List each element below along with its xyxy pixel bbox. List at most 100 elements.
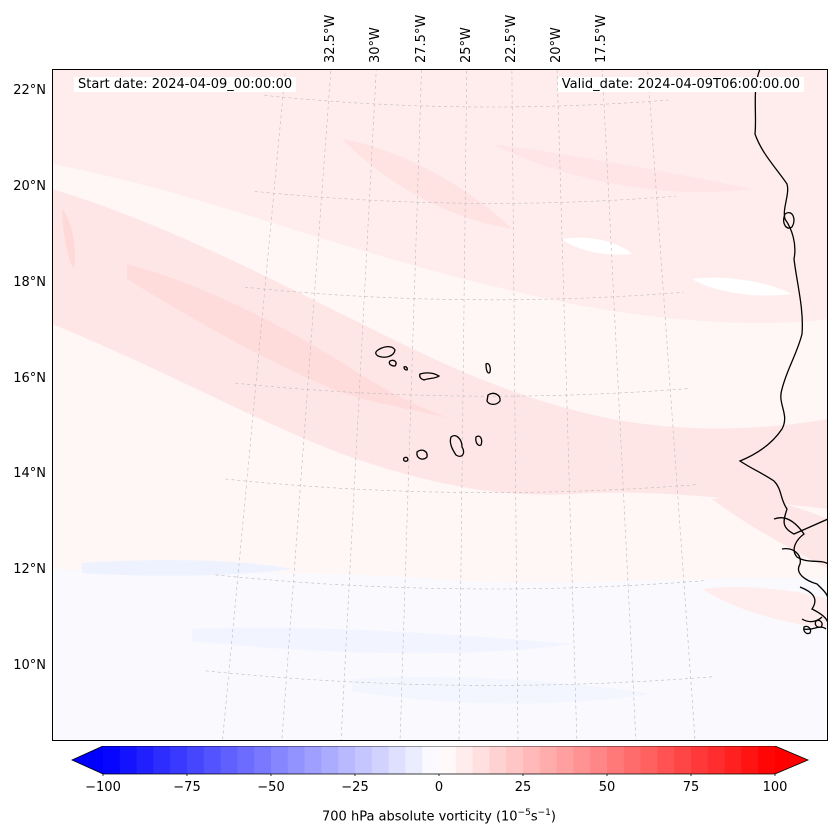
colorbar-segment xyxy=(304,746,322,774)
colorbar-extend-high xyxy=(775,746,808,774)
colorbar-segment xyxy=(758,746,776,774)
latitude-tick-label: 18°N xyxy=(13,274,46,290)
island-santa-luzia xyxy=(403,366,408,371)
coastline-detail xyxy=(781,548,828,600)
colorbar-segment xyxy=(657,746,675,774)
bissagos-islands xyxy=(803,625,812,635)
longitude-tick-label: 17.5°W xyxy=(594,14,610,63)
colorbar-segment xyxy=(640,746,658,774)
meridian-gridline xyxy=(647,69,696,741)
latitude-tick-label: 16°N xyxy=(13,370,46,386)
colorbar-tick-label: −25 xyxy=(341,780,369,795)
valid-date-label: Valid_date: 2024-04-09T06:00:00.00 xyxy=(557,77,804,92)
graticule xyxy=(205,69,714,741)
colorbar-tick-label: 25 xyxy=(514,780,532,795)
negative-vorticity-patch xyxy=(352,676,652,704)
colorbar-segment xyxy=(691,746,709,774)
parallel-gridline xyxy=(264,95,669,108)
colorbar-segment xyxy=(556,746,574,774)
colorbar-segment xyxy=(103,746,121,774)
colorbar-tick-label: −50 xyxy=(257,780,285,795)
colorbar-segment xyxy=(472,746,490,774)
colorbar-segment xyxy=(254,746,272,774)
island-maio xyxy=(475,435,483,447)
colorbar-segment xyxy=(136,746,154,774)
colorbar-segment xyxy=(506,746,524,774)
colorbar-tick-label: 50 xyxy=(598,780,616,795)
colorbar-segment xyxy=(237,746,255,774)
colorbar-tick-label: 100 xyxy=(762,780,788,795)
west-africa-coastline xyxy=(738,69,828,535)
colorbar-segment xyxy=(170,746,188,774)
island-santo-antao xyxy=(375,345,396,358)
colorbar-segment xyxy=(187,746,205,774)
latitude-tick-label: 22°N xyxy=(13,83,46,99)
colorbar-segment xyxy=(119,746,138,774)
colorbar-segment xyxy=(338,746,356,774)
white-gap xyxy=(692,277,792,296)
meridian-gridline xyxy=(399,69,422,741)
colorbar-segment xyxy=(321,746,339,774)
map-panel xyxy=(52,69,828,741)
positive-vorticity-core xyxy=(712,497,828,569)
colorbar-segment xyxy=(455,746,474,774)
longitude-tick-label: 32.5°W xyxy=(322,14,338,63)
parallel-gridline xyxy=(205,670,714,686)
island-sao-nicolau xyxy=(419,372,441,381)
meridian-gridline xyxy=(222,69,286,741)
colorbar-label: 700 hPa absolute vorticity (10−5s−1) xyxy=(322,808,556,825)
coastline-detail xyxy=(773,517,828,565)
latitude-tick-label: 12°N xyxy=(13,562,46,578)
colorbar-tick-label: 0 xyxy=(434,780,444,795)
colorbar-segment xyxy=(573,746,591,774)
map-frame xyxy=(52,69,828,741)
colorbar-segment xyxy=(388,746,406,774)
island-boa-vista xyxy=(486,392,501,406)
white-gap xyxy=(562,237,632,255)
colorbar-segment xyxy=(724,746,742,774)
colorbar-segment xyxy=(355,746,373,774)
colorbar-segment xyxy=(674,746,692,774)
start-date-label: Start date: 2024-04-09_00:00:00 xyxy=(74,77,297,92)
meridian-gridline xyxy=(511,69,519,741)
bissagos-islands xyxy=(814,619,823,628)
parallel-gridline xyxy=(225,478,699,493)
meridian-gridline xyxy=(281,69,332,741)
meridian-gridline xyxy=(458,69,468,741)
island-brava xyxy=(402,456,409,462)
coastline-detail xyxy=(801,616,823,623)
coastline-detail xyxy=(803,626,827,631)
island-sao-vicente xyxy=(388,359,397,367)
positive-vorticity-band xyxy=(52,189,828,509)
meridian-gridline xyxy=(601,69,637,741)
cape-verde-islands xyxy=(375,345,501,462)
colorbar-extend-low xyxy=(72,746,103,774)
colorbar-segment xyxy=(371,746,390,774)
colorbar-segment xyxy=(203,746,222,774)
dakar-peninsula xyxy=(783,212,795,229)
coastline-detail xyxy=(799,586,828,625)
positive-vorticity-core xyxy=(62,209,75,269)
colorbar-segment xyxy=(707,746,726,774)
colorbar-segment xyxy=(405,746,423,774)
colorbar-segment xyxy=(523,746,541,774)
colorbar-segment xyxy=(489,746,507,774)
colorbar xyxy=(71,746,810,776)
positive-vorticity-core xyxy=(702,587,828,629)
island-santiago xyxy=(449,435,465,457)
meridian-gridline xyxy=(556,69,578,741)
latitude-tick-label: 10°N xyxy=(13,657,46,673)
colorbar-segment xyxy=(539,746,558,774)
latitude-tick-label: 14°N xyxy=(13,466,46,482)
negative-vorticity-area xyxy=(52,569,828,741)
longitude-tick-label: 20°W xyxy=(549,27,565,63)
colorbar-tick-label: −75 xyxy=(173,780,201,795)
positive-vorticity-core xyxy=(342,139,512,229)
longitude-tick-label: 27.5°W xyxy=(413,14,429,63)
colorbar-segment xyxy=(153,746,171,774)
colorbar-segment xyxy=(422,746,440,774)
colorbar-segment xyxy=(607,746,625,774)
colorbar-segment xyxy=(439,746,457,774)
colorbar-segment xyxy=(590,746,608,774)
